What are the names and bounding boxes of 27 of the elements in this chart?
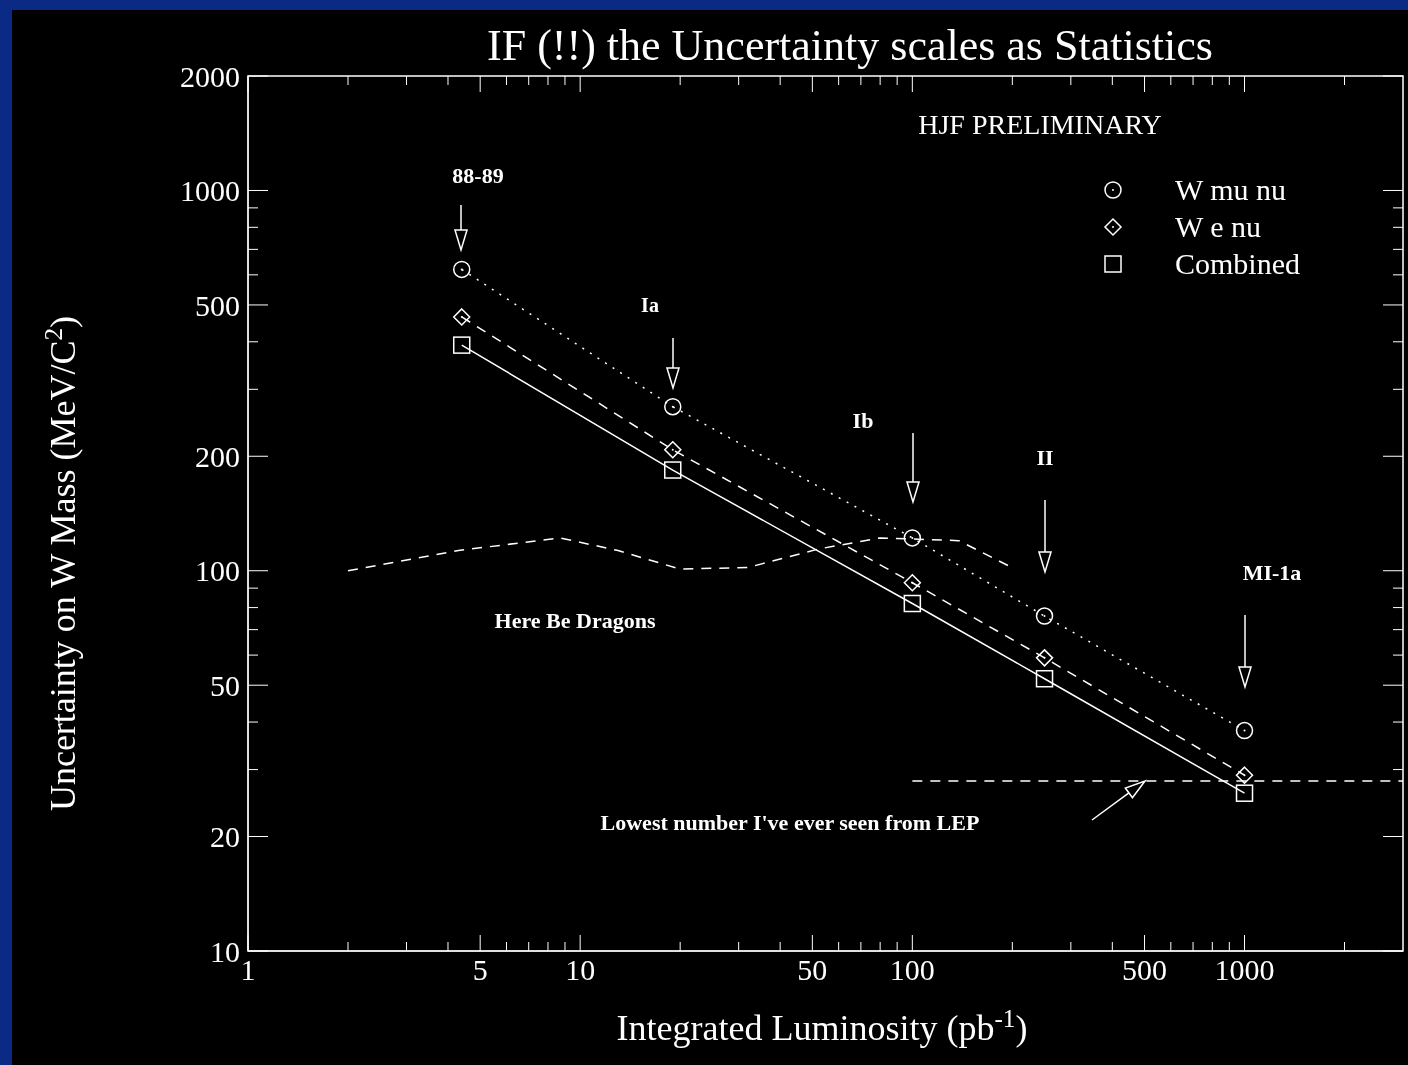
y-tick-label: 20 bbox=[210, 820, 240, 854]
x-tick-label: 100 bbox=[889, 953, 935, 987]
x-axis-title: Integrated Luminosity (pb$^{-1}$) bbox=[616, 1004, 1028, 1048]
legend-label: Combined bbox=[1175, 247, 1300, 280]
annotation: Ib bbox=[852, 408, 874, 433]
x-tick-label: 500 bbox=[1122, 953, 1168, 987]
x-tick-label: 1 bbox=[240, 953, 256, 987]
annotation: Ia bbox=[641, 294, 659, 316]
annotation: 88-89 bbox=[452, 163, 504, 188]
x-tick-label: 10 bbox=[565, 953, 596, 987]
legend-label: W mu nu bbox=[1175, 173, 1287, 206]
x-tick-label: 50 bbox=[797, 953, 828, 987]
annotation: Lowest number I've ever seen from LEP bbox=[600, 810, 980, 835]
legend-label: W e nu bbox=[1175, 210, 1262, 243]
annotation: HJF PRELIMINARY bbox=[918, 109, 1162, 140]
y-tick-label: 50 bbox=[210, 668, 240, 702]
y-tick-label: 500 bbox=[195, 288, 240, 322]
annotation: II bbox=[1036, 445, 1054, 470]
annotation: MI-1a bbox=[1242, 560, 1302, 585]
x-tick-label: 1000 bbox=[1214, 953, 1275, 987]
y-tick-label: 100 bbox=[195, 554, 240, 588]
y-tick-label: 200 bbox=[195, 439, 240, 473]
y-tick-label: 2000 bbox=[180, 59, 240, 93]
annotation: Here Be Dragons bbox=[494, 608, 656, 633]
x-tick-label: 5 bbox=[472, 953, 488, 987]
chart-title: IF (!!) the Uncertainty scales as Statistics bbox=[487, 21, 1213, 70]
y-tick-label: 1000 bbox=[180, 174, 240, 208]
